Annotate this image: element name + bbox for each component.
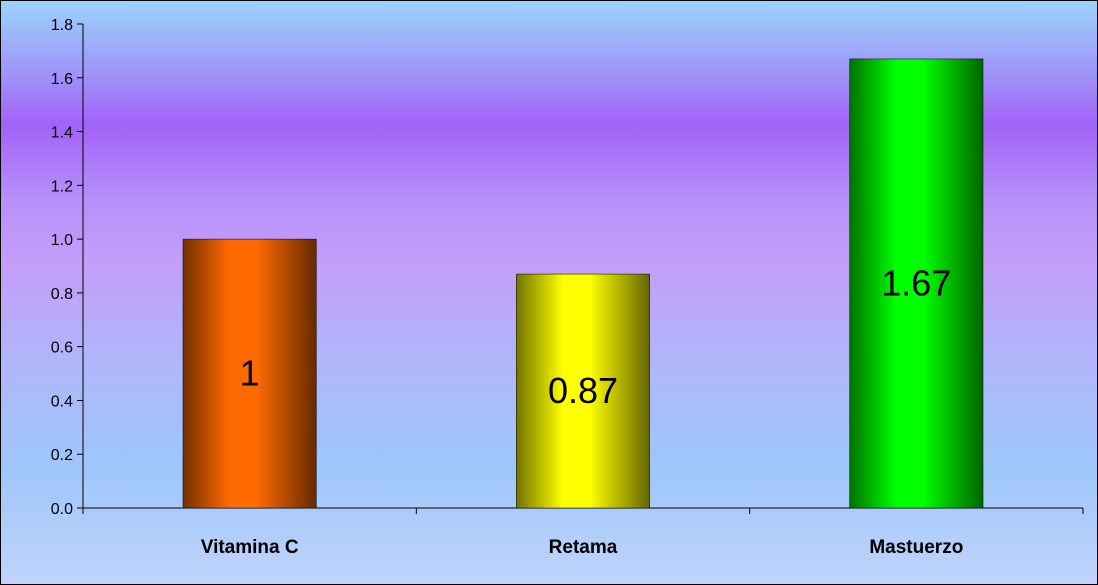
data-label: 1.67 [881,262,951,303]
data-label: 0.87 [548,370,618,411]
bar-vitamina-c [182,238,317,509]
x-axis [82,507,1084,514]
y-tick-label: 1.8 [51,17,73,34]
y-tick-label: 1.4 [51,125,73,142]
category-label: Retama [549,537,618,558]
y-tick-label: 1.6 [51,71,73,88]
bar-mastuerzo [849,58,984,509]
y-tick-label: 0.4 [51,393,73,410]
category-labels: Vitamina C Retama Mastuerzo [201,537,964,558]
y-tick-label: 0.0 [51,501,73,518]
data-label: 1 [240,353,260,394]
y-tick-label: 0.8 [51,286,73,303]
y-tick-label: 1.2 [51,178,73,195]
y-tick-label: 0.6 [51,340,73,357]
y-tick-label: 1.0 [51,232,73,249]
y-axis: 0.0 0.2 0.4 0.6 0.8 1.0 1.2 1.4 1.6 1.8 [51,17,84,518]
bar-retama [516,273,650,509]
bars [182,58,984,509]
data-labels: 1 0.87 1.67 [240,262,952,411]
y-tick-label: 0.2 [51,447,73,464]
category-label: Mastuerzo [869,537,963,558]
category-label: Vitamina C [201,537,299,558]
